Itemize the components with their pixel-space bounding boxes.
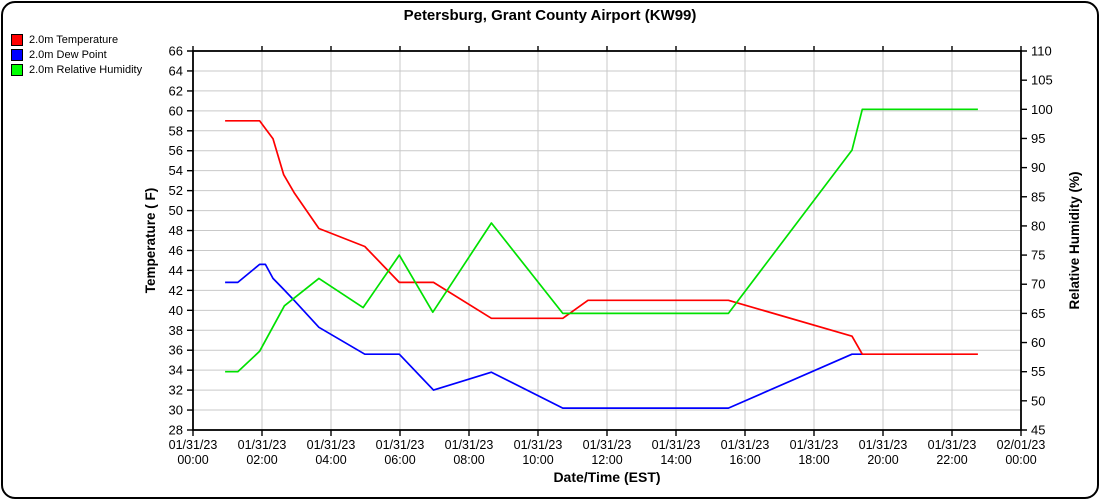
- x-axis-label: Date/Time (EST): [553, 469, 660, 485]
- y-right-tick-label: 100: [1031, 102, 1053, 117]
- y-right-tick-label: 55: [1031, 364, 1045, 379]
- plot-area: 28 30 32 34 36 38 40 42 44 46 48 50 52 54 56 58 60 62 64 66…: [143, 44, 1082, 486]
- x-tick-date-label: 01/31/23: [928, 438, 977, 452]
- y-left-tick-label: 38: [169, 323, 183, 338]
- y-right-axis-label: Relative Humidity (%): [1067, 171, 1082, 309]
- x-tick-time-label: 08:00: [453, 453, 484, 467]
- x-tick-time-label: 18:00: [798, 453, 829, 467]
- x-tick-time-label: 04:00: [315, 453, 346, 467]
- dew-point-line: [225, 263, 863, 409]
- y-right-tick-label: 65: [1031, 306, 1045, 321]
- y-left-tick-label: 58: [169, 123, 183, 138]
- x-tick-time-label: 00:00: [1005, 453, 1036, 467]
- x-tick-time-label: 00:00: [177, 453, 208, 467]
- y-right-tick-label: 90: [1031, 160, 1045, 175]
- y-right-tick-label: 45: [1031, 423, 1045, 438]
- x-tick-time-label: 10:00: [522, 453, 553, 467]
- x-tick-date-label: 01/31/23: [583, 438, 632, 452]
- y-left-tick-label: 28: [169, 423, 183, 438]
- y-right-tick-label: 110: [1031, 44, 1052, 59]
- x-tick-time-label: 02:00: [246, 453, 277, 467]
- y-left-tick-label: 66: [169, 44, 183, 59]
- y-right-tick-label: 85: [1031, 189, 1045, 204]
- relative-humidity-line: [225, 108, 978, 373]
- y-left-tick-label: 46: [169, 243, 183, 258]
- axis-ticks: 28 30 32 34 36 38 40 42 44 46 48 50 52 54 56 58 60 62 64 66…: [169, 44, 1053, 468]
- y-left-tick-label: 32: [169, 383, 183, 398]
- y-right-tick-label: 50: [1031, 393, 1045, 408]
- x-tick-date-label: 01/31/23: [514, 438, 563, 452]
- y-left-axis-label: Temperature ( F): [143, 188, 158, 294]
- x-tick-date-label: 01/31/23: [790, 438, 839, 452]
- legend-item-temperature: 2.0m Temperature: [11, 32, 142, 47]
- y-left-tick-label: 48: [169, 223, 183, 238]
- y-right-tick-label: 80: [1031, 218, 1045, 233]
- y-left-tick-label: 54: [169, 163, 183, 178]
- x-tick-time-label: 20:00: [867, 453, 898, 467]
- y-left-tick-label: 42: [169, 283, 183, 298]
- y-left-tick-label: 36: [169, 343, 183, 358]
- dew-point-swatch-icon: [11, 48, 23, 61]
- x-tick-date-label: 01/31/23: [307, 438, 356, 452]
- y-left-tick-label: 60: [169, 103, 183, 118]
- temperature-swatch-icon: [11, 33, 23, 46]
- relative-humidity-swatch-icon: [11, 63, 23, 76]
- y-left-tick-label: 44: [169, 263, 183, 278]
- legend-item-relative-humidity: 2.0m Relative Humidity: [11, 62, 142, 77]
- y-left-tick-label: 40: [169, 303, 183, 318]
- y-right-tick-label: 75: [1031, 248, 1045, 263]
- x-tick-date-label: 01/31/23: [859, 438, 908, 452]
- x-tick-date-label: 01/31/23: [445, 438, 494, 452]
- x-tick-date-label: 02/01/23: [997, 438, 1046, 452]
- legend-label-dew-point: 2.0m Dew Point: [29, 48, 107, 61]
- legend-label-relative-humidity: 2.0m Relative Humidity: [29, 63, 143, 76]
- y-left-tick-label: 34: [169, 363, 183, 378]
- legend-label-temperature: 2.0m Temperature: [29, 33, 119, 46]
- y-right-tick-label: 105: [1031, 73, 1053, 88]
- gridlines: [193, 51, 1021, 430]
- x-tick-date-label: 01/31/23: [169, 438, 218, 452]
- x-tick-date-label: 01/31/23: [238, 438, 287, 452]
- x-tick-time-label: 16:00: [729, 453, 760, 467]
- x-tick-time-label: 14:00: [660, 453, 691, 467]
- x-tick-date-label: 01/31/23: [721, 438, 770, 452]
- y-right-tick-label: 95: [1031, 131, 1045, 146]
- y-left-tick-label: 64: [169, 63, 183, 78]
- y-left-tick-label: 52: [169, 183, 183, 198]
- x-tick-time-label: 22:00: [936, 453, 967, 467]
- legend-item-dew-point: 2.0m Dew Point: [11, 47, 142, 62]
- legend: 2.0m Temperature 2.0m Dew Point 2.0m Rel…: [11, 32, 142, 77]
- y-right-tick-label: 70: [1031, 277, 1045, 292]
- temperature-line: [225, 119, 978, 356]
- y-left-tick-label: 30: [169, 403, 183, 418]
- y-left-tick-label: 62: [169, 83, 183, 98]
- x-tick-time-label: 06:00: [384, 453, 415, 467]
- y-left-tick-label: 50: [169, 203, 183, 218]
- x-tick-date-label: 01/31/23: [652, 438, 701, 452]
- y-right-tick-label: 60: [1031, 335, 1045, 350]
- x-tick-time-label: 12:00: [591, 453, 622, 467]
- chart-title: Petersburg, Grant County Airport (KW99): [403, 7, 697, 24]
- x-tick-date-label: 01/31/23: [376, 438, 425, 452]
- y-left-tick-label: 56: [169, 143, 183, 158]
